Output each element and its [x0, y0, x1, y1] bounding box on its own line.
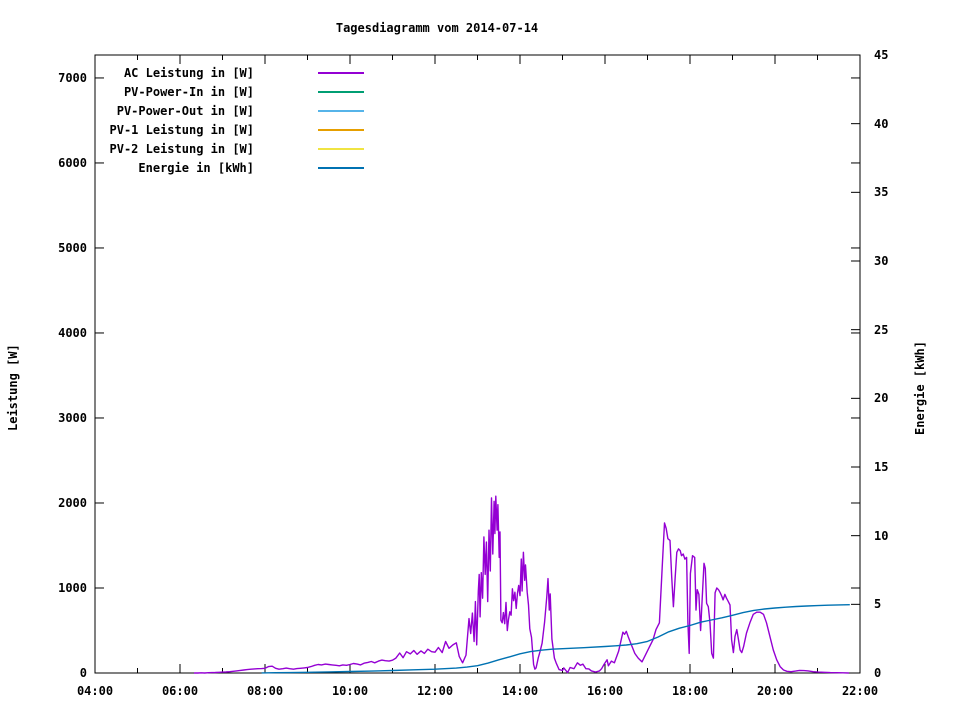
- y2-tick-label: 20: [874, 391, 889, 406]
- y1-tick-label: 5000: [58, 240, 87, 255]
- legend-line-sample: [318, 166, 364, 169]
- legend-item-label: PV-Power-Out in [W]: [116, 103, 254, 118]
- x-tick-label: 08:00: [246, 684, 284, 698]
- y2-tick-label: 10: [874, 528, 889, 543]
- x-tick-label: 04:00: [76, 684, 114, 698]
- legend-item-label: AC Leistung in [W]: [123, 65, 254, 80]
- x-tick-label: 16:00: [586, 684, 624, 698]
- y1-tick-label: 4000: [58, 325, 87, 340]
- legend-item: PV-2 Leistung in [W]: [98, 139, 364, 158]
- x-tick-label: 10:00: [331, 684, 369, 698]
- x-tick-label: 14:00: [501, 684, 539, 698]
- legend-item: AC Leistung in [W]: [98, 63, 364, 82]
- y2-tick-label: 15: [874, 460, 889, 474]
- series-ac-leistung-in-w-: [194, 495, 849, 674]
- y2-tick-label: 5: [874, 597, 882, 612]
- legend-item: PV-1 Leistung in [W]: [98, 120, 364, 139]
- chart-title: Tagesdiagramm vom 2014-07-14: [335, 21, 539, 35]
- legend-item-label: PV-Power-In in [W]: [123, 84, 254, 99]
- x-tick-label: 20:00: [756, 684, 794, 698]
- y1-tick-label: 7000: [58, 70, 87, 85]
- y2-tick-label: 40: [874, 116, 889, 131]
- x-tick-label: 22:00: [841, 684, 879, 698]
- y1-tick-label: 6000: [58, 155, 87, 170]
- y2-tick-label: 45: [874, 48, 889, 62]
- legend-item: PV-Power-Out in [W]: [98, 101, 364, 120]
- legend-line-sample: [318, 128, 364, 131]
- legend-line-sample: [318, 109, 364, 112]
- legend-item-label: Energie in [kWh]: [138, 160, 254, 175]
- y1-tick-label: 3000: [58, 410, 87, 425]
- legend-line-sample: [318, 71, 364, 74]
- legend: AC Leistung in [W] PV-Power-In in [W] PV-P…: [98, 63, 364, 177]
- y2-tick-label: 25: [874, 322, 889, 337]
- legend-item-label: PV-1 Leistung in [W]: [109, 122, 255, 137]
- y1-tick-label: 0: [79, 666, 87, 680]
- legend-line-sample: [318, 147, 364, 150]
- y1-tick-label: 1000: [58, 580, 87, 595]
- x-tick-label: 18:00: [671, 684, 709, 698]
- legend-item-label: PV-2 Leistung in [W]: [109, 141, 255, 156]
- y2-tick-label: 35: [874, 185, 889, 200]
- y2-tick-label: 30: [874, 254, 889, 268]
- legend-line-sample: [318, 90, 364, 93]
- x-tick-label: 12:00: [416, 684, 454, 698]
- y1-tick-label: 2000: [58, 495, 87, 510]
- series-energie-in-kwh-: [261, 604, 850, 674]
- x-tick-label: 06:00: [161, 684, 199, 698]
- y2-tick-label: 0: [874, 666, 882, 680]
- legend-item: PV-Power-In in [W]: [98, 82, 364, 101]
- legend-item: Energie in [kWh]: [98, 158, 364, 177]
